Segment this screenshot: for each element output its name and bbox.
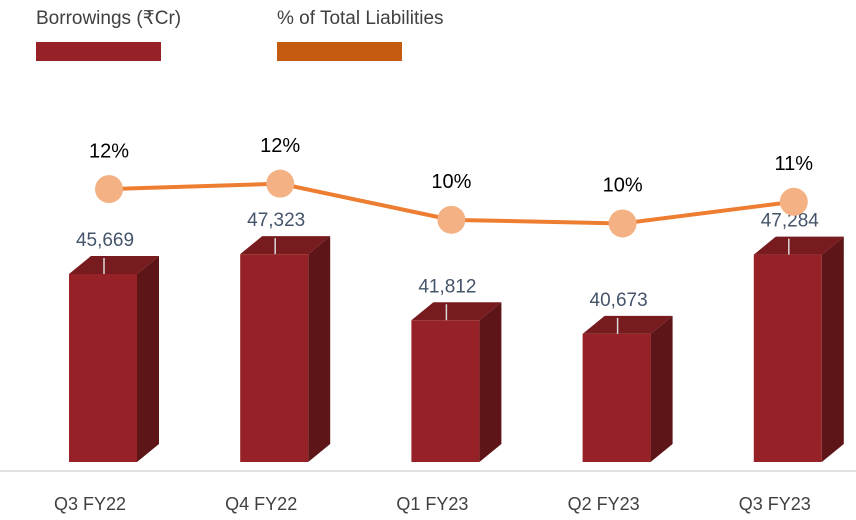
bar-side bbox=[479, 302, 502, 462]
bar-value-label: 47,284 bbox=[761, 211, 820, 232]
bar-top bbox=[582, 315, 673, 334]
bar bbox=[411, 320, 480, 462]
line-marker bbox=[779, 187, 808, 216]
bar-value-label: 41,812 bbox=[418, 276, 476, 297]
x-tick-label: Q4 FY22 bbox=[225, 494, 297, 514]
x-tick-label: Q3 FY23 bbox=[739, 494, 811, 514]
bar bbox=[240, 254, 309, 462]
line-marker bbox=[95, 175, 123, 204]
line-value-label: 11% bbox=[775, 153, 814, 175]
x-tick-label: Q3 FY22 bbox=[54, 494, 126, 514]
bar-side bbox=[821, 236, 844, 462]
line-value-label: 10% bbox=[603, 175, 643, 197]
bar-top bbox=[69, 255, 159, 274]
bar-value-label: 47,323 bbox=[247, 210, 305, 231]
bar bbox=[582, 333, 651, 462]
bar-value-label: 40,673 bbox=[590, 290, 648, 311]
bar-value-label: 45,669 bbox=[76, 230, 134, 251]
line-marker bbox=[437, 205, 466, 234]
bar bbox=[753, 254, 822, 462]
line-marker bbox=[608, 209, 637, 238]
bar bbox=[69, 273, 137, 462]
bar-top bbox=[411, 302, 502, 321]
x-tick-label: Q1 FY23 bbox=[396, 494, 468, 514]
bar-top bbox=[240, 236, 331, 255]
line-value-label: 10% bbox=[431, 171, 471, 193]
line-value-label: 12% bbox=[89, 140, 129, 162]
bar-top bbox=[753, 236, 844, 255]
bar-side bbox=[137, 255, 159, 462]
line-value-label: 12% bbox=[260, 135, 300, 157]
x-tick-label: Q2 FY23 bbox=[568, 494, 640, 514]
legend-label: Borrowings (₹Cr) bbox=[36, 8, 181, 29]
legend-swatch bbox=[277, 42, 402, 61]
legend-swatch bbox=[36, 42, 161, 61]
legend-label: % of Total Liabilities bbox=[277, 8, 444, 29]
bar-side bbox=[650, 315, 673, 462]
bar-side bbox=[308, 236, 331, 462]
line-marker bbox=[266, 169, 295, 198]
